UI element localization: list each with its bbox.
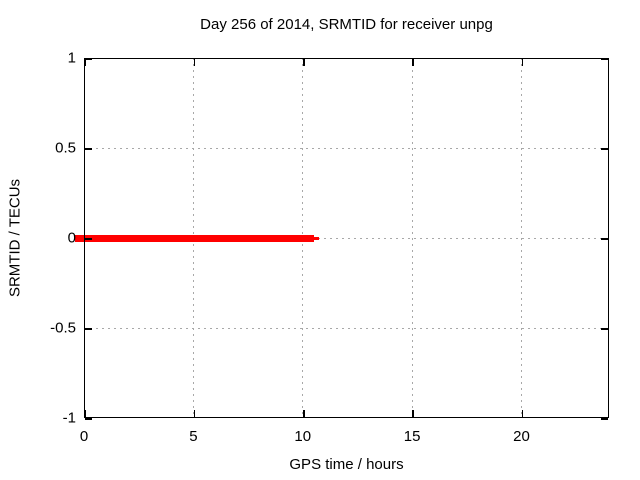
y-tick-left-0 — [85, 238, 92, 240]
y-tick-left--0.5 — [85, 328, 92, 330]
x-tick-bottom-15 — [412, 410, 414, 417]
gridline-y-0 — [84, 237, 609, 239]
y-tick-right-0 — [601, 238, 608, 240]
x-tick-bottom-5 — [193, 410, 196, 417]
plot-border — [84, 58, 609, 420]
y-tick-label--1: -1 — [62, 409, 76, 427]
x-tick-bottom-20 — [521, 410, 524, 417]
x-tick-top-10 — [303, 59, 305, 66]
x-tick-top-15 — [412, 59, 414, 66]
gridline-y--0.5 — [84, 327, 609, 329]
x-tick-bottom-0 — [84, 410, 86, 417]
x-tick-label-10: 10 — [294, 428, 312, 445]
y-tick-right-0.5 — [601, 148, 608, 150]
y-tick-label-0.5: 0.5 — [55, 139, 76, 157]
x-tick-label-20: 20 — [513, 428, 530, 445]
y-tick-left-0.5 — [85, 148, 92, 150]
x-tick-label-5: 5 — [189, 428, 198, 445]
x-tick-label-0: 0 — [79, 428, 89, 445]
y-tick-right-1 — [601, 58, 608, 60]
series-line-srmtid — [75, 234, 314, 242]
y-tick-label-0: 0 — [67, 229, 76, 247]
x-tick-top-20 — [521, 59, 524, 66]
y-tick-label-1: 1 — [67, 49, 76, 67]
x-axis-title: GPS time / hours — [289, 456, 404, 473]
x-tick-top-5 — [193, 59, 196, 66]
y-tick-left--1 — [85, 418, 92, 420]
y-tick-right--1 — [601, 418, 608, 420]
x-tick-label-15: 15 — [403, 428, 421, 445]
y-tick-label--0.5: -0.5 — [50, 319, 76, 337]
x-tick-top-0 — [84, 59, 86, 66]
x-tick-bottom-10 — [303, 410, 305, 417]
y-tick-left-1 — [85, 58, 92, 60]
chart-title: Day 256 of 2014, SRMTID for receiver unp… — [200, 16, 493, 33]
gridline-y-0.5 — [84, 147, 609, 149]
series-line-end-cap-srmtid — [313, 236, 319, 240]
y-tick-right--0.5 — [601, 328, 608, 330]
